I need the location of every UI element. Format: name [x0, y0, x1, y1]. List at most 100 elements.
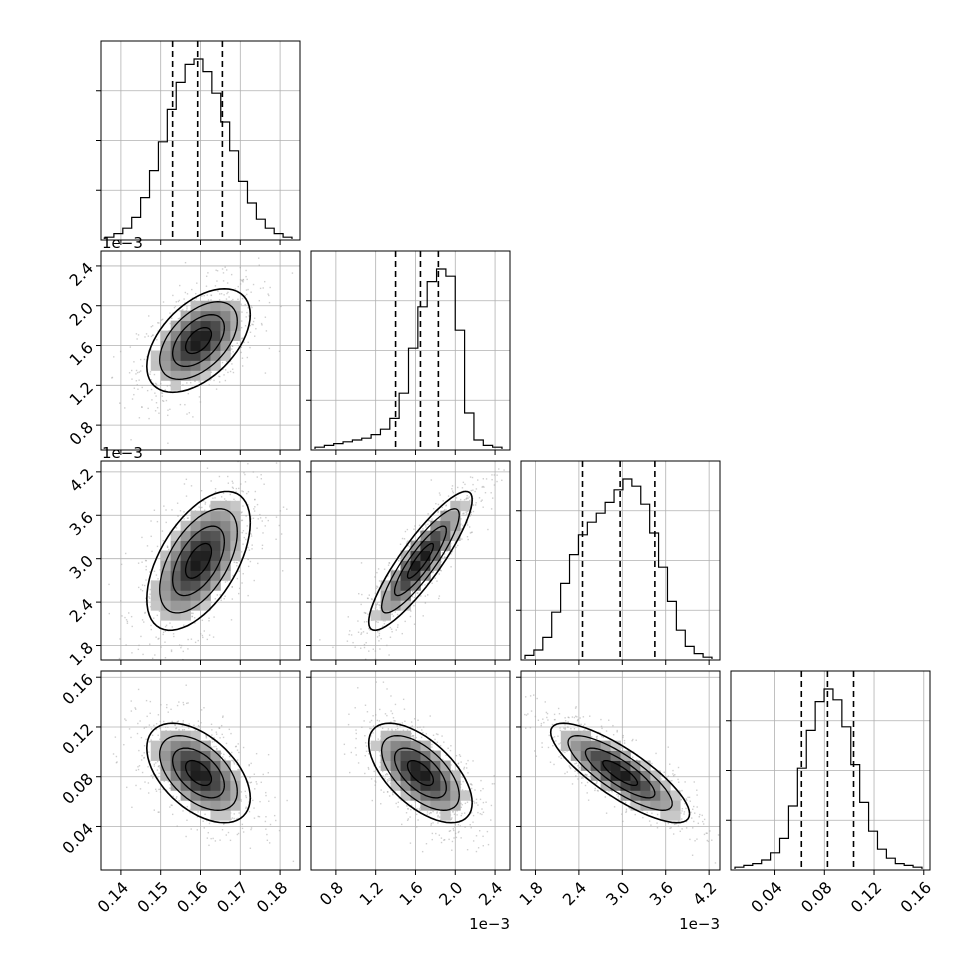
- sample-point: [241, 823, 244, 826]
- sample-point: [377, 631, 379, 633]
- sample-point: [493, 783, 495, 785]
- sample-point: [410, 610, 412, 612]
- sample-point: [262, 287, 264, 289]
- sample-point: [450, 745, 452, 747]
- sample-point: [470, 511, 472, 514]
- sample-point: [381, 770, 384, 773]
- sample-point: [175, 727, 177, 730]
- sample-point: [240, 776, 242, 778]
- sample-point: [108, 583, 110, 586]
- sample-point: [354, 707, 356, 709]
- sample-point: [237, 461, 239, 463]
- sample-point: [162, 540, 164, 542]
- sample-point: [203, 500, 205, 502]
- sample-point: [232, 298, 234, 301]
- sample-point: [428, 519, 431, 522]
- sample-point: [174, 305, 177, 307]
- sample-point: [425, 733, 428, 735]
- sample-point: [124, 407, 126, 409]
- sample-point: [466, 494, 468, 497]
- sample-point: [135, 333, 138, 335]
- density-bin: [200, 300, 211, 312]
- sample-point: [398, 797, 401, 800]
- sample-point: [437, 511, 439, 514]
- density-bin: [160, 360, 172, 371]
- density-bin: [170, 740, 181, 751]
- density-bin: [180, 520, 191, 532]
- density-layer: [319, 468, 505, 660]
- sample-point: [238, 560, 240, 562]
- sample-point: [157, 811, 159, 813]
- sample-point: [397, 801, 400, 804]
- density-bin: [420, 530, 431, 541]
- sample-point: [443, 839, 445, 841]
- sample-point: [430, 824, 432, 826]
- sample-point: [445, 754, 447, 757]
- sample-point: [250, 518, 252, 520]
- sample-point: [205, 735, 208, 738]
- density-bin: [210, 790, 221, 801]
- density-bin: [410, 570, 421, 581]
- sample-point: [451, 769, 454, 772]
- density-bin: [180, 320, 191, 331]
- sample-point: [438, 597, 440, 600]
- sample-point: [159, 738, 161, 740]
- sample-point: [250, 305, 252, 307]
- sample-point: [435, 832, 437, 835]
- sample-point: [424, 602, 427, 604]
- sample-point: [144, 601, 147, 603]
- sample-point: [249, 847, 252, 849]
- density-bin: [450, 500, 461, 512]
- sample-point: [362, 631, 365, 633]
- sample-point: [181, 725, 183, 727]
- sample-point: [224, 595, 226, 597]
- sample-point: [187, 702, 189, 704]
- sample-point: [467, 759, 469, 762]
- sample-point: [332, 646, 334, 649]
- sample-point: [417, 726, 419, 729]
- sample-point: [275, 516, 278, 518]
- sample-point: [205, 737, 208, 739]
- density-bin: [430, 520, 441, 532]
- density-bin: [160, 560, 172, 571]
- sample-point: [498, 468, 500, 470]
- sample-point: [266, 839, 269, 842]
- sample-point: [222, 716, 224, 719]
- sample-point: [162, 788, 164, 791]
- sample-point: [149, 606, 152, 608]
- density-bin: [180, 600, 191, 611]
- sample-point: [364, 755, 366, 757]
- sample-point: [248, 549, 251, 551]
- sample-point: [368, 627, 370, 630]
- sample-point: [155, 728, 158, 731]
- sample-point: [130, 439, 132, 441]
- sample-point: [365, 750, 368, 753]
- sample-point: [490, 819, 492, 821]
- sample-point: [250, 535, 253, 537]
- sample-point: [394, 703, 397, 706]
- sample-point: [191, 615, 194, 618]
- sample-point: [413, 718, 416, 720]
- sample-point: [475, 502, 477, 504]
- sample-point: [372, 732, 374, 734]
- sample-point: [135, 784, 137, 787]
- sample-point: [137, 722, 139, 725]
- sample-point: [125, 719, 127, 722]
- panel-frame: [310, 670, 511, 871]
- density-bin: [160, 580, 172, 591]
- sample-point: [126, 622, 129, 624]
- sample-point: [391, 613, 393, 615]
- density-bin: [380, 580, 391, 591]
- sample-point: [460, 837, 462, 839]
- sample-point: [208, 844, 210, 847]
- sample-point: [394, 611, 396, 613]
- sample-point: [235, 561, 237, 564]
- sample-point: [249, 324, 252, 327]
- sample-point: [472, 760, 474, 762]
- sample-point: [247, 455, 248, 456]
- density-bin: [170, 360, 181, 371]
- sample-point: [491, 783, 494, 785]
- density-bin: [170, 780, 181, 791]
- sample-point: [493, 484, 496, 486]
- sample-point: [135, 769, 137, 771]
